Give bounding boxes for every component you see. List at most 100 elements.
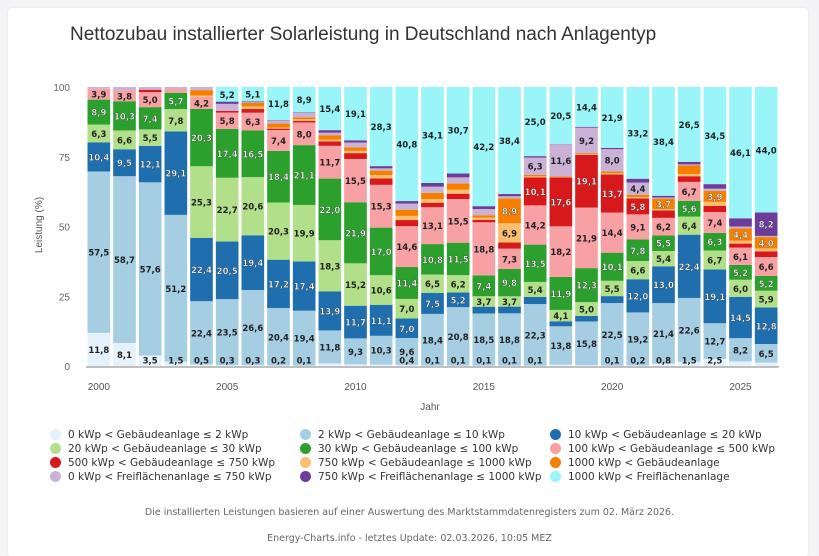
bar-segment[interactable]	[164, 214, 188, 362]
bar-segment[interactable]	[523, 156, 547, 158]
bar-segment[interactable]	[344, 364, 367, 366]
bar-segment[interactable]	[703, 323, 727, 359]
bar-segment[interactable]	[600, 296, 624, 304]
bar-segment[interactable]	[549, 326, 573, 365]
bar-stack-2012[interactable]: 0,49,6 7,0 7,0 11,4 14,6 40,8	[395, 87, 419, 367]
bar-segment[interactable]	[215, 103, 239, 111]
bar-stack-2015[interactable]: 0,1 18,5 3,7 7,4 18,8 42,2	[472, 87, 496, 367]
bar-segment[interactable]	[87, 332, 111, 366]
bar-segment[interactable]	[472, 208, 496, 216]
bar-segment[interactable]	[626, 196, 650, 199]
bar-segment[interactable]	[703, 190, 727, 202]
legend-item[interactable]: 100 kWp < Gebäudeanlage ≤ 500 kWp	[550, 442, 780, 455]
bar-segment[interactable]	[677, 181, 701, 201]
bar-segment[interactable]	[754, 307, 778, 345]
bar-segment[interactable]	[369, 227, 393, 276]
bar-segment[interactable]	[523, 176, 547, 178]
bar-segment[interactable]	[652, 266, 675, 304]
bar-stack-2022[interactable]: 0,8 21,4 13,0 5,4 5,5 6,2 3,7 38,4	[652, 87, 675, 367]
bar-segment[interactable]	[549, 87, 573, 144]
legend-item[interactable]: 30 kWp < Gebäudeanlage ≤ 100 kWp	[300, 442, 550, 455]
bar-segment[interactable]	[369, 275, 393, 305]
bar-segment[interactable]	[575, 302, 598, 316]
bar-segment[interactable]	[446, 199, 470, 243]
bar-segment[interactable]	[395, 203, 419, 210]
bar-segment[interactable]	[523, 281, 547, 297]
bar-segment[interactable]	[267, 130, 290, 151]
bar-stack-2004[interactable]: 0,5 22,4 22,4 25,3 20,3 4,2	[190, 87, 213, 367]
bar-segment[interactable]	[498, 248, 521, 270]
bar-segment[interactable]	[575, 365, 598, 366]
bar-segment[interactable]	[421, 207, 444, 245]
bar-segment[interactable]	[369, 184, 393, 228]
bar-segment[interactable]	[113, 176, 136, 343]
legend-item[interactable]: 0 kWp < Freiflächenanlage ≤ 750 kWp	[50, 470, 300, 483]
bar-segment[interactable]	[241, 106, 265, 110]
bar-segment[interactable]	[523, 296, 547, 305]
bar-segment[interactable]	[190, 237, 213, 302]
bar-segment[interactable]	[703, 250, 727, 270]
bar-segment[interactable]	[677, 200, 701, 217]
bar-segment[interactable]	[138, 92, 162, 108]
bar-segment[interactable]	[472, 275, 496, 297]
bar-segment[interactable]	[164, 87, 188, 89]
bar-segment[interactable]	[215, 365, 239, 366]
legend-item[interactable]: 0 kWp < Gebäudeanlage ≤ 2 kWp	[50, 428, 300, 441]
bar-stack-2007[interactable]: 0,2 20,4 17,2 20,3 18,4 7,4 11,8	[267, 87, 290, 367]
bar-segment[interactable]	[138, 182, 162, 356]
bar-segment[interactable]	[677, 165, 701, 174]
bar-stack-2005[interactable]: 0,3 23,5 20,5 22,7 17,4 5,8 5,2	[215, 87, 239, 367]
bar-segment[interactable]	[677, 297, 701, 362]
bar-segment[interactable]	[549, 144, 573, 177]
bar-segment[interactable]	[113, 130, 136, 150]
bar-segment[interactable]	[498, 87, 521, 195]
bar-segment[interactable]	[421, 183, 444, 187]
bar-segment[interactable]	[652, 197, 675, 199]
bar-segment[interactable]	[395, 201, 419, 204]
bar-segment[interactable]	[138, 107, 162, 130]
bar-segment[interactable]	[446, 193, 470, 200]
bar-segment[interactable]	[292, 112, 316, 118]
bar-stack-2016[interactable]: 0,1 18,8 3,7 9,8 7,3 6,9 8,9 38,4	[498, 87, 521, 367]
bar-stack-2025[interactable]: 8,2 14,5 6,0 5,2 6,1 4,4 46,1	[729, 87, 752, 366]
bar-segment[interactable]	[395, 87, 419, 202]
bar-segment[interactable]	[241, 102, 265, 103]
bar-segment[interactable]	[369, 335, 393, 365]
bar-segment[interactable]	[292, 310, 316, 366]
bar-segment[interactable]	[498, 296, 521, 307]
legend-item[interactable]: 10 kWp < Gebäudeanlage ≤ 20 kWp	[550, 428, 780, 441]
bar-segment[interactable]	[344, 263, 367, 306]
bar-segment[interactable]	[421, 244, 444, 275]
bar-segment[interactable]	[549, 176, 573, 178]
bar-segment[interactable]	[446, 177, 470, 184]
bar-segment[interactable]	[215, 112, 239, 129]
bar-segment[interactable]	[626, 239, 650, 262]
bar-segment[interactable]	[703, 205, 727, 213]
bar-segment[interactable]	[138, 355, 162, 366]
bar-segment[interactable]	[703, 87, 727, 185]
bar-segment[interactable]	[498, 306, 521, 314]
bar-segment[interactable]	[292, 122, 316, 146]
bar-segment[interactable]	[754, 344, 778, 363]
bar-segment[interactable]	[421, 202, 444, 208]
bar-segment[interactable]	[267, 120, 290, 124]
bar-segment[interactable]	[292, 120, 316, 123]
bar-segment[interactable]	[729, 296, 752, 339]
bar-segment[interactable]	[267, 127, 290, 129]
bar-segment[interactable]	[318, 141, 342, 146]
bar-segment[interactable]	[421, 87, 444, 184]
bar-stack-2017[interactable]: 0,1 22,3 5,4 13,5 14,2 10,1 6,3 25,0	[523, 87, 547, 367]
bar-segment[interactable]	[369, 87, 393, 167]
bar-segment[interactable]	[344, 158, 367, 203]
bar-segment[interactable]	[677, 164, 701, 166]
bar-segment[interactable]	[549, 276, 573, 310]
bar-segment[interactable]	[87, 88, 111, 100]
bar-stack-2020[interactable]: 0,1 22,5 5,5 10,1 14,4 13,7 8,0 21,9	[600, 87, 624, 367]
bar-segment[interactable]	[575, 127, 598, 154]
bar-segment[interactable]	[626, 87, 650, 179]
bar-segment[interactable]	[215, 110, 239, 113]
bar-segment[interactable]	[729, 243, 752, 248]
bar-segment[interactable]	[190, 95, 213, 97]
bar-stack-2014[interactable]: 0,1 20,8 5,2 6,2 11,5 15,5 30,7	[446, 87, 470, 367]
bar-segment[interactable]	[729, 87, 752, 219]
